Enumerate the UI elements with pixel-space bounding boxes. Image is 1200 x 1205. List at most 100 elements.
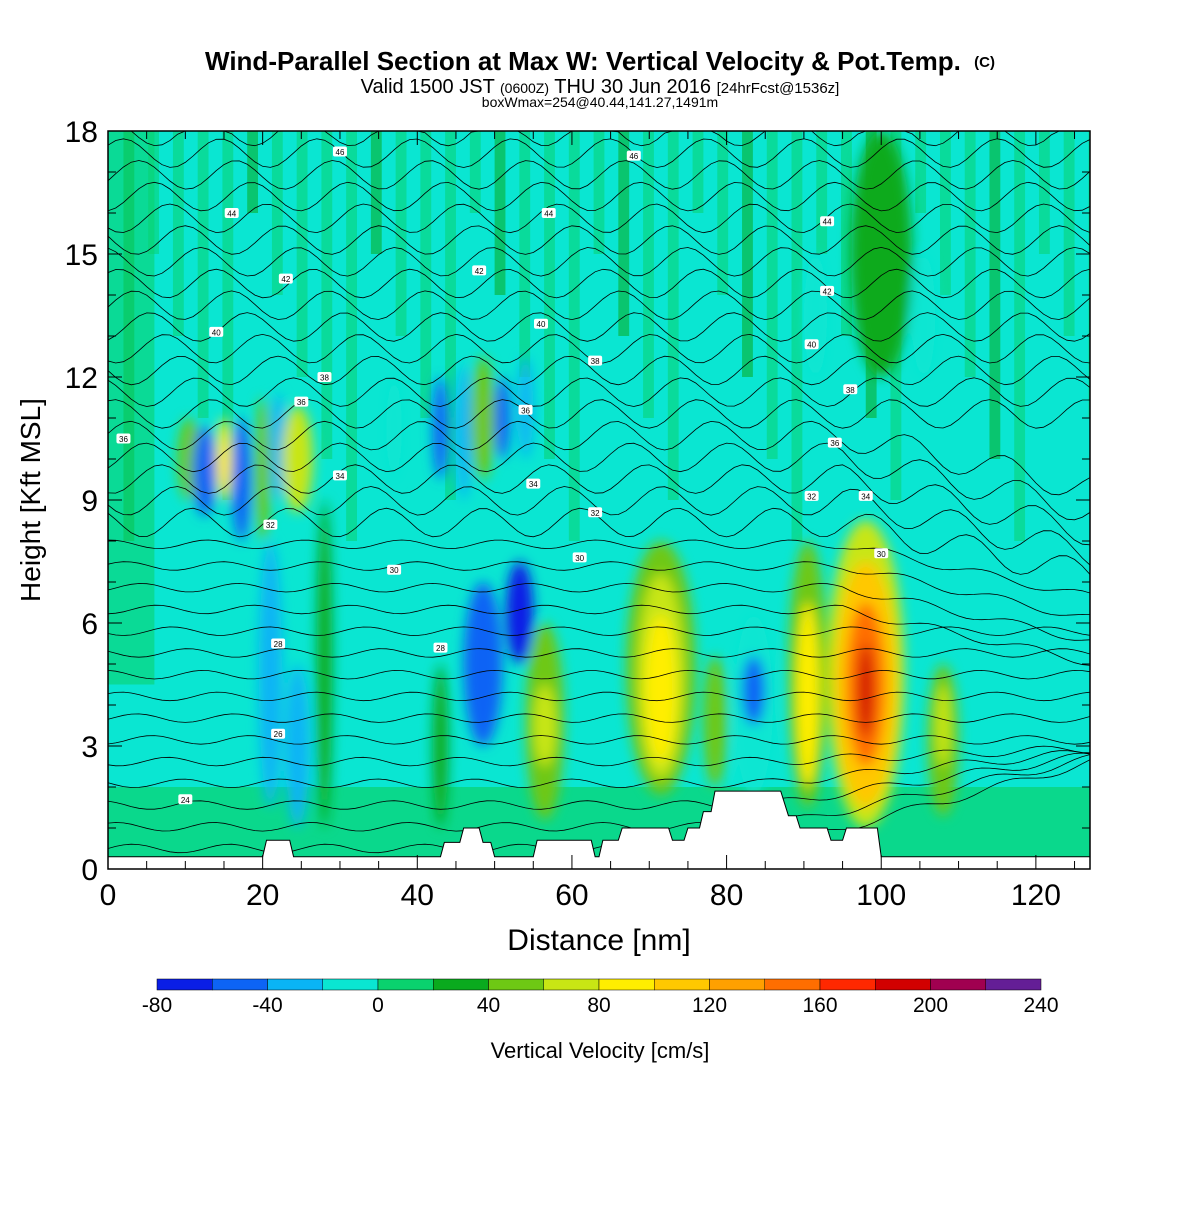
colorbar-tick-label: -40 bbox=[252, 994, 282, 1017]
colorbar-swatch bbox=[212, 978, 268, 991]
theta-label-text: 32 bbox=[807, 492, 816, 501]
theta-label: 36 bbox=[827, 437, 842, 448]
theta-label-text: 26 bbox=[274, 730, 283, 739]
theta-label-bg bbox=[534, 318, 549, 329]
theta-label: 34 bbox=[332, 470, 347, 481]
theta-label-text: 36 bbox=[119, 435, 128, 444]
streak bbox=[1088, 131, 1090, 418]
theta-label-text: 38 bbox=[320, 374, 329, 383]
y-tick-label: 15 bbox=[65, 239, 98, 272]
streak bbox=[1038, 131, 1050, 254]
theta-label: 42 bbox=[820, 285, 835, 296]
theta-contour bbox=[108, 131, 1090, 147]
streak bbox=[370, 131, 382, 254]
colorbar: -80 -40 0 40 80 120 160 200 240 bbox=[142, 978, 1059, 1017]
theta-label-text: 42 bbox=[823, 287, 832, 296]
streak bbox=[296, 131, 308, 377]
theta-contour bbox=[108, 626, 1090, 636]
streak bbox=[989, 131, 1001, 459]
subtitle-forecast: [24hrFcst@1536z] bbox=[717, 80, 840, 97]
colorbar-swatch bbox=[322, 978, 379, 991]
theta-label-bg bbox=[271, 638, 286, 649]
terrain bbox=[108, 790, 1090, 869]
colorbar-swatch bbox=[156, 978, 213, 991]
theta-label: 36 bbox=[294, 396, 309, 407]
theta-contour bbox=[108, 752, 1090, 810]
streak bbox=[939, 131, 951, 295]
colorbar-swatch bbox=[875, 978, 931, 991]
x-tick-label: 120 bbox=[1011, 879, 1061, 912]
streak bbox=[742, 131, 753, 377]
theta-contour bbox=[108, 246, 1090, 277]
theta-contour bbox=[108, 355, 1090, 386]
velocity-cell bbox=[386, 377, 402, 480]
theta-contour bbox=[108, 561, 1090, 616]
colorbar-label: Vertical Velocity [cm/s] bbox=[491, 1038, 710, 1063]
streak bbox=[420, 131, 432, 418]
colorbar-tick-label: 200 bbox=[913, 994, 948, 1017]
velocity-cell bbox=[463, 582, 503, 746]
theta-label-bg bbox=[433, 642, 448, 653]
colorbar-tick-label: 120 bbox=[692, 994, 727, 1017]
y-tick-label: 0 bbox=[81, 854, 98, 887]
theta-label: 30 bbox=[387, 564, 402, 575]
theta-label-bg bbox=[387, 564, 402, 575]
theta-label-bg bbox=[874, 548, 889, 559]
theta-contour bbox=[108, 420, 1090, 496]
theta-labels: 46 46 44 44 44 42 42 42 40 40 40 38 38 38 36 36 36 36 34 34… bbox=[116, 146, 889, 805]
chart-subtitle: Valid 1500 JST (0600Z) THU 30 Jun 2016 [… bbox=[361, 76, 840, 98]
theta-label-bg bbox=[572, 552, 587, 563]
theta-label-bg bbox=[317, 372, 332, 382]
streak bbox=[108, 131, 155, 685]
theta-label-text: 38 bbox=[591, 357, 600, 366]
theta-label-bg bbox=[263, 519, 278, 530]
theta-label-text: 44 bbox=[227, 210, 236, 219]
y-tick-label: 6 bbox=[81, 608, 98, 641]
y-tick-label: 12 bbox=[65, 362, 98, 395]
y-tick-label: 18 bbox=[65, 116, 98, 149]
colorbar-swatch bbox=[930, 978, 986, 991]
theta-label: 36 bbox=[518, 404, 533, 415]
theta-label: 42 bbox=[472, 265, 487, 276]
colorbar-swatch bbox=[598, 978, 655, 991]
chart-title-text: Wind-Parallel Section at Max W: Vertical… bbox=[205, 46, 961, 76]
velocity-cell bbox=[858, 643, 874, 738]
theta-contour bbox=[108, 669, 1090, 680]
theta-label-text: 32 bbox=[591, 509, 600, 518]
colorbar-swatch bbox=[543, 978, 600, 991]
theta-label-bg bbox=[843, 384, 858, 395]
theta-contour bbox=[108, 290, 1090, 321]
velocity-cell bbox=[935, 684, 951, 767]
theta-contour bbox=[108, 754, 1090, 832]
velocity-cell bbox=[231, 418, 252, 541]
theta-label-text: 44 bbox=[823, 218, 832, 227]
theta-contour bbox=[108, 160, 1090, 190]
theta-label-bg bbox=[271, 728, 286, 739]
streak bbox=[964, 131, 976, 377]
x-tick-label: 60 bbox=[555, 879, 588, 912]
x-axis: 0 20 40 60 80 100 120 bbox=[100, 131, 1076, 912]
colorbar-tick-label: 0 bbox=[372, 994, 384, 1017]
theta-label: 42 bbox=[278, 273, 293, 284]
theta-contour bbox=[108, 582, 1090, 641]
colorbar-swatch bbox=[488, 978, 544, 991]
theta-contour bbox=[108, 507, 1090, 575]
box-info: boxWmax=254@40.44,141.27,1491m bbox=[482, 94, 718, 110]
colorbar-swatch bbox=[709, 978, 765, 991]
colorbar-swatch bbox=[433, 978, 489, 991]
velocity-cell bbox=[193, 426, 217, 517]
x-axis-label: Distance [nm] bbox=[507, 924, 690, 957]
velocity-cell bbox=[506, 561, 534, 664]
theta-label: 28 bbox=[433, 642, 448, 653]
theta-label-text: 42 bbox=[281, 275, 290, 284]
theta-label-bg bbox=[278, 273, 293, 284]
streak bbox=[271, 131, 283, 295]
velocity-cell bbox=[216, 418, 232, 500]
streak bbox=[692, 131, 704, 213]
velocity-cell bbox=[316, 500, 333, 828]
colorbar-swatch bbox=[985, 978, 1042, 991]
velocity-cell bbox=[270, 393, 286, 501]
subtitle-date: THU 30 Jun 2016 bbox=[554, 76, 711, 98]
theta-label-text: 40 bbox=[537, 320, 546, 329]
streak bbox=[766, 131, 778, 459]
